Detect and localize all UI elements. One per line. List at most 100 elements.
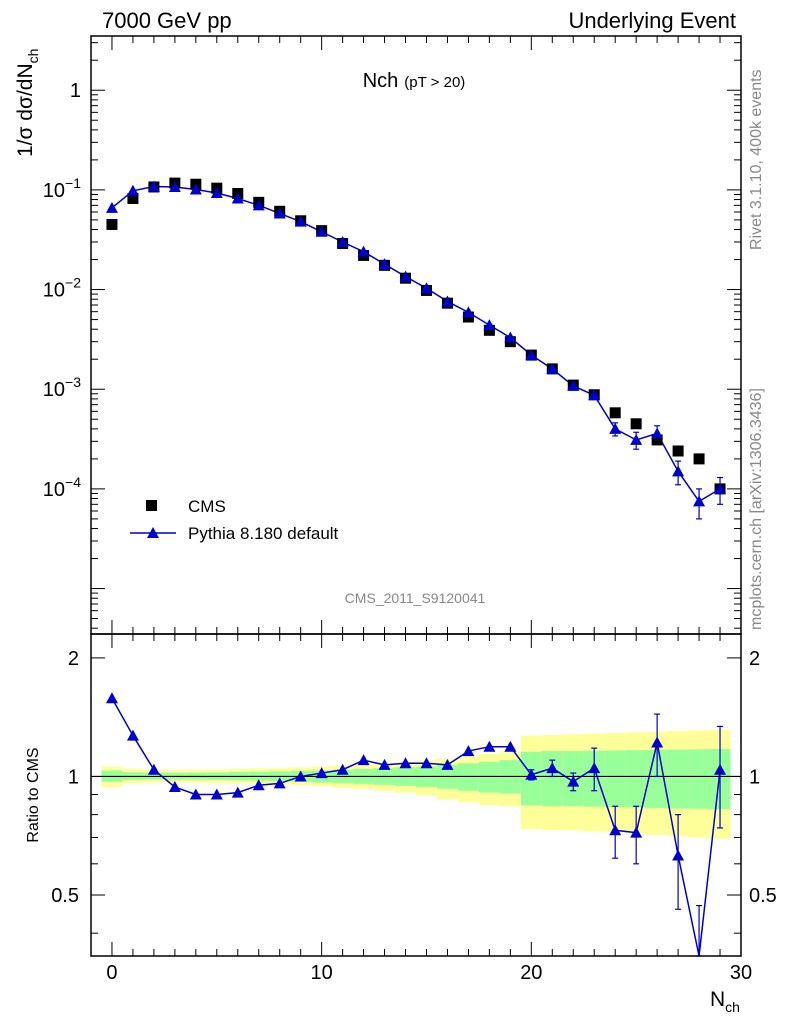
mcplots-label: mcplots.cern.ch [arXiv:1306.3436]: [748, 388, 765, 630]
pythia-point: [504, 331, 517, 343]
pythia-point: [630, 433, 643, 445]
legend-label-pythia: Pythia 8.180 default: [188, 524, 339, 543]
uncertainty-band-inner: [478, 761, 500, 793]
cms-point: [693, 453, 705, 465]
ratio-pythia-point: [168, 781, 181, 793]
cms-point: [609, 407, 621, 419]
pythia-point: [168, 180, 181, 192]
ratio-pythia-point: [294, 770, 307, 782]
pythia-point: [189, 183, 202, 195]
ratio-x-tick-label: 20: [520, 962, 542, 984]
ratio-pythia-point: [462, 745, 475, 757]
pythia-point: [336, 236, 349, 248]
ratio-y-tick-label: 0.5: [51, 885, 79, 907]
ratio-y-axis-label: Ratio to CMS: [25, 747, 42, 842]
header-right-label: Underlying Event: [568, 8, 736, 33]
cms-point: [483, 324, 495, 336]
pythia-point: [252, 199, 265, 211]
pythia-point: [672, 465, 685, 477]
main-y-tick-label: 1: [70, 80, 81, 102]
ratio-pythia-point: [609, 824, 622, 836]
main-y-tick-label: 10−2: [43, 275, 81, 302]
ratio-pythia-point: [714, 763, 727, 775]
main-y-tick-label: 10−4: [43, 474, 81, 501]
pythia-point: [567, 379, 580, 391]
pythia-point: [483, 319, 496, 331]
main-panel: Nch (pT > 20) CMS_2011_S9120041 1/σ dσ/dN…: [14, 35, 742, 635]
ratio-pythia-point: [630, 826, 643, 838]
uncertainty-band-inner: [667, 749, 689, 809]
ratio-pythia-point: [189, 788, 202, 800]
x-axis-label: Nch: [710, 988, 740, 1015]
ratio-pythia-point: [483, 740, 496, 752]
pythia-line: [111, 185, 721, 503]
pythia-point: [126, 184, 139, 196]
analysis-watermark: CMS_2011_S9120041: [345, 590, 486, 606]
ratio-y-tick-label-right: 2: [749, 648, 760, 670]
rivet-version-label: Rivet 3.1.10, 400k events: [748, 69, 765, 250]
cms-point: [630, 418, 642, 430]
ratio-pythia-point: [672, 849, 685, 861]
ratio-pythia-point: [210, 788, 223, 800]
ratio-y-tick-label: 2: [68, 648, 79, 670]
pythia-point: [294, 215, 307, 227]
legend-marker-pythia: [147, 527, 159, 538]
ratio-pythia-point: [504, 740, 517, 752]
ratio-y-tick-label-right: 0.5: [749, 885, 777, 907]
ratio-pythia-line: [111, 697, 721, 957]
legend-label-cms: CMS: [188, 497, 226, 516]
pythia-point: [273, 207, 286, 219]
pythia-point: [399, 270, 412, 282]
ratio-pythia-point: [651, 736, 664, 748]
main-y-tick-label: 10−3: [43, 374, 81, 401]
ratio-x-tick-label: 0: [106, 962, 117, 984]
title-sub: (pT > 20): [404, 74, 465, 91]
ratio-pythia-point: [231, 786, 244, 798]
pythia-point: [693, 495, 706, 507]
cms-point: [127, 192, 139, 204]
cms-point: [106, 218, 118, 230]
ratio-pythia-point: [126, 729, 139, 741]
cms-point: [672, 445, 684, 457]
ratio-panel: 0 10 20 30 0.5 0.5 1 1 2 2 Ratio to CMS Nch: [25, 633, 777, 1015]
uncertainty-band-inner: [688, 749, 710, 809]
pythia-point: [420, 282, 433, 294]
uncertainty-band-inner: [604, 750, 626, 808]
pythia-point: [210, 187, 223, 199]
ratio-pythia-point: [546, 762, 559, 774]
ratio-pythia-point: [252, 779, 265, 791]
pythia-point: [147, 180, 160, 192]
pythia-point: [651, 427, 664, 439]
ratio-x-tick-label: 30: [730, 962, 752, 984]
main-plot-frame: [90, 35, 742, 635]
pythia-point: [357, 245, 370, 257]
legend-marker-cms: [146, 500, 157, 511]
pythia-point: [546, 362, 559, 374]
ratio-y-tick-label-right: 1: [749, 766, 760, 788]
pythia-point: [105, 201, 118, 213]
cms-point: [651, 434, 663, 446]
ratio-pythia-point: [441, 758, 454, 770]
pythia-point: [609, 422, 622, 434]
ratio-y-tick-label: 1: [68, 766, 79, 788]
ratio-pythia-point: [567, 775, 580, 787]
ratio-plot-frame: [90, 633, 742, 957]
ratio-pythia-point: [525, 768, 538, 780]
ratio-pythia-point: [378, 758, 391, 770]
pythia-point: [441, 295, 454, 307]
ratio-pythia-point: [357, 754, 370, 766]
ratio-pythia-point: [315, 767, 328, 779]
uncertainty-band-inner: [541, 751, 563, 807]
pythia-point: [378, 258, 391, 270]
pythia-point: [462, 306, 475, 318]
uncertainty-band-inner: [625, 750, 647, 808]
header-left-label: 7000 GeV pp: [102, 8, 232, 33]
main-chart-title: Nch (pT > 20): [363, 70, 466, 92]
ratio-pythia-point: [399, 757, 412, 769]
ratio-x-tick-label: 10: [311, 962, 333, 984]
legend: CMS Pythia 8.180 default: [130, 497, 339, 543]
pythia-point: [525, 349, 538, 361]
ratio-pythia-point: [588, 762, 601, 774]
pythia-point: [231, 192, 244, 204]
